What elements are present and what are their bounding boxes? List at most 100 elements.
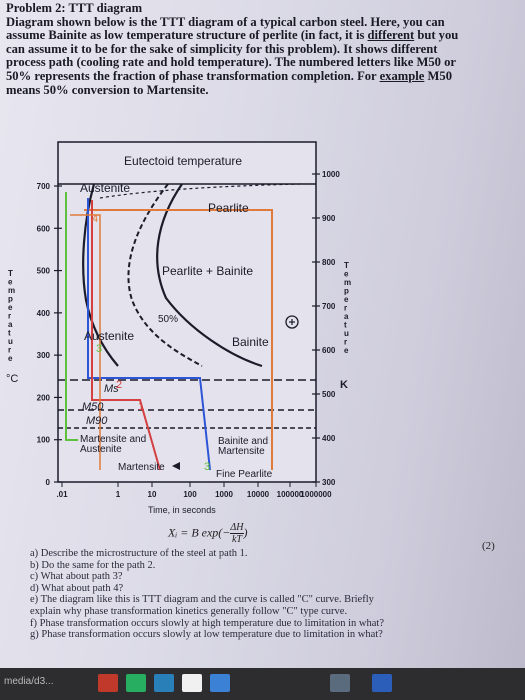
- mart-aust-label-1: Martensite and: [80, 434, 146, 445]
- temperature-letter: t: [344, 321, 347, 330]
- path-orange-2: [70, 214, 101, 470]
- problem-line: can assume it to be for the sake of simp…: [6, 41, 438, 56]
- path-red: [91, 200, 161, 471]
- path-number-4: 4: [92, 213, 98, 225]
- question-item: explain why phase transformation kinetic…: [30, 605, 348, 617]
- celsius-tick-label: 600: [37, 224, 51, 233]
- time-tick-label: 100000: [277, 490, 304, 499]
- temperature-letter: e: [8, 303, 13, 312]
- time-tick-label: 10: [148, 490, 157, 499]
- app-icon[interactable]: [372, 674, 392, 692]
- temperature-letter: e: [8, 354, 13, 363]
- c-curve-upper-dash: [99, 183, 301, 199]
- temperature-letter: r: [344, 304, 347, 313]
- ms-label: Ms: [104, 383, 119, 395]
- path-number-3b: 3: [204, 461, 210, 473]
- celsius-tick-label: 700: [37, 182, 51, 191]
- question-item: f) Phase transformation occurs slowly at…: [30, 617, 384, 629]
- temperature-letter: r: [8, 346, 11, 355]
- app-icon[interactable]: [154, 674, 174, 692]
- dropbox-icon[interactable]: [210, 674, 230, 692]
- celsius-unit-label: °C: [6, 373, 18, 385]
- path-green: [65, 192, 78, 441]
- time-tick-label: 1000: [215, 490, 233, 499]
- kelvin-tick-label: 1000: [322, 170, 340, 179]
- kelvin-tick-label: 500: [322, 390, 336, 399]
- kelvin-tick-label: 400: [322, 434, 336, 443]
- kelvin-tick-label: 800: [322, 258, 336, 267]
- temperature-letter: m: [8, 286, 15, 295]
- problem-line: Diagram shown below is the TTT diagram o…: [6, 14, 445, 29]
- question-item: d) What about path 4?: [30, 582, 124, 594]
- temperature-letter: t: [8, 329, 11, 338]
- question-item: b) Do the same for the path 2.: [30, 559, 156, 571]
- ttt-diagram: Eutectoid temperature Austenite Pearlite…: [6, 141, 351, 515]
- austenite-top-label: Austenite: [80, 181, 130, 195]
- c-curve-mid: [127, 183, 203, 367]
- m50-label: M50: [82, 401, 104, 413]
- temperature-letter: p: [344, 287, 349, 296]
- austenite-mid-label: Austenite: [84, 329, 134, 343]
- problem-line: assume Bainite as low temperature struct…: [6, 28, 459, 43]
- kelvin-tick-label: 300: [322, 478, 336, 487]
- problem-text: Problem 2: TTT diagram Diagram shown bel…: [6, 1, 518, 97]
- media-label[interactable]: media/d3...: [4, 676, 54, 687]
- pearlite-bainite-label: Pearlite + Bainite: [162, 264, 253, 278]
- app-icon[interactable]: [98, 674, 118, 692]
- zoom-icon: [285, 315, 299, 329]
- temperature-letter: a: [8, 320, 13, 329]
- temperature-letter: e: [344, 295, 349, 304]
- bainite-label: Bainite: [232, 335, 269, 349]
- kelvin-tick-label: 700: [322, 302, 336, 311]
- kelvin-axis: 1000 900 800 700 600 500 400 300: [312, 170, 340, 487]
- time-tick-label: 1000000: [300, 490, 332, 499]
- temperature-letter: T: [8, 269, 13, 278]
- formula: Xᵢ = B exp(− ΔH kT): [168, 522, 248, 545]
- temperature-letter: e: [344, 270, 349, 279]
- pearlite-label: Pearlite: [208, 201, 249, 215]
- app-icon[interactable]: [330, 674, 350, 692]
- temperature-letter: m: [344, 278, 351, 287]
- temperature-letter: a: [344, 312, 349, 321]
- app-icon[interactable]: [182, 674, 202, 692]
- time-tick-label: .01: [56, 490, 68, 499]
- m90-label: M90: [86, 415, 108, 427]
- path-number-3: 3: [96, 343, 102, 355]
- celsius-tick-label: 300: [37, 351, 51, 360]
- question-item: g) Phase transformation occurs slowly at…: [30, 629, 383, 641]
- c-curve-end: [156, 183, 263, 368]
- question-number: (2): [482, 540, 495, 552]
- bain-mart-label-1: Bainite and: [218, 436, 268, 447]
- question-item: c) What about path 3?: [30, 571, 123, 583]
- kelvin-unit-label: K: [340, 379, 348, 391]
- time-tick-label: 1: [116, 490, 121, 499]
- time-tick-label: 100: [183, 490, 197, 499]
- app-icon[interactable]: [126, 674, 146, 692]
- question-list: a) Describe the microstructure of the st…: [30, 548, 500, 641]
- celsius-tick-label: 500: [37, 267, 51, 276]
- fifty-percent-label: 50%: [158, 314, 178, 325]
- problem-heading: Problem 2: TTT diagram: [6, 1, 143, 15]
- time-axis-label: Time, in seconds: [148, 505, 216, 515]
- temperature-letter: p: [8, 295, 13, 304]
- problem-line: 50% represents the fraction of phase tra…: [6, 68, 452, 83]
- question-item: a) Describe the microstructure of the st…: [30, 548, 248, 559]
- kelvin-tick-label: 900: [322, 214, 336, 223]
- path-number-2: 2: [116, 379, 122, 391]
- time-tick-label: 10000: [247, 490, 270, 499]
- temperature-letter: u: [8, 337, 13, 346]
- temperature-letter: r: [344, 338, 347, 347]
- path-orange: [84, 209, 273, 470]
- problem-line: means 50% conversion to Martensite.: [6, 82, 209, 97]
- path-blue: [87, 198, 211, 471]
- kelvin-tick-label: 600: [322, 346, 336, 355]
- question-item: e) The diagram like this is TTT diagram …: [30, 594, 374, 606]
- celsius-tick-label: 400: [37, 309, 51, 318]
- temperature-letter: u: [344, 329, 349, 338]
- mart-aust-label-2: Austenite: [80, 444, 122, 455]
- problem-line: process path (cooling rate and hold temp…: [6, 55, 456, 70]
- problem-page: Problem 2: TTT diagram Diagram shown bel…: [0, 0, 525, 668]
